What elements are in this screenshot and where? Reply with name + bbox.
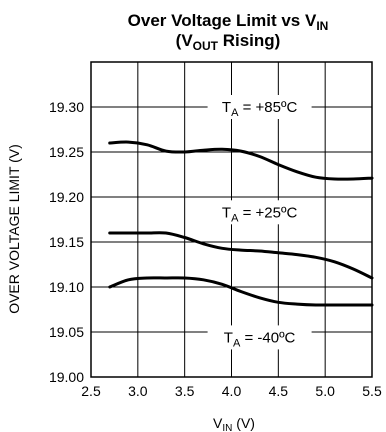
x-tick-label: 5.0 bbox=[315, 383, 335, 399]
chart-subtitle-rest: Rising) bbox=[218, 31, 280, 50]
y-tick-label: 19.20 bbox=[49, 189, 84, 205]
series-line-minus40c bbox=[108, 276, 374, 307]
x-tick-labels: 2.5 3.0 3.5 4.0 4.5 5.0 5.5 bbox=[81, 383, 382, 399]
x-tick-label: 3.5 bbox=[175, 383, 195, 399]
x-tick-label: 5.5 bbox=[362, 383, 382, 399]
chart-subtitle-open: (V bbox=[176, 31, 194, 50]
x-tick-label: 4.5 bbox=[269, 383, 289, 399]
series-label-background bbox=[207, 200, 312, 225]
y-tick-label: 19.15 bbox=[49, 234, 84, 250]
y-tick-label: 19.05 bbox=[49, 324, 84, 340]
x-axis-label-main: V bbox=[213, 415, 223, 431]
y-tick-label: 19.25 bbox=[49, 144, 84, 160]
plot-frame bbox=[90, 61, 373, 378]
series-line-85c bbox=[108, 140, 374, 181]
series-label-minus40c: TA = -40ºC bbox=[224, 329, 296, 349]
y-axis-label: OVER VOLTAGE LIMIT (V) bbox=[6, 144, 22, 314]
x-axis-label-unit: (V) bbox=[232, 415, 255, 431]
chart-title-subscript: IN bbox=[316, 19, 328, 33]
series-label-background bbox=[207, 95, 312, 119]
y-tick-label: 19.30 bbox=[49, 99, 84, 115]
series-labels: TA = +85ºC TA = +25ºC TA = -40ºC bbox=[207, 95, 312, 350]
series-label-background bbox=[207, 325, 312, 350]
chart-title-line1: Over Voltage Limit vs VIN bbox=[128, 11, 329, 33]
data-series bbox=[108, 140, 374, 307]
series-label-25c: TA = +25ºC bbox=[222, 204, 298, 224]
x-axis-label: VIN (V) bbox=[213, 415, 255, 432]
x-tick-label: 4.0 bbox=[222, 383, 242, 399]
chart-subtitle-subscript: OUT bbox=[193, 39, 219, 53]
y-tick-label: 19.00 bbox=[49, 369, 84, 385]
series-line-25c bbox=[108, 231, 374, 280]
y-tick-label: 19.10 bbox=[49, 279, 84, 295]
x-tick-label: 2.5 bbox=[81, 383, 101, 399]
x-axis-label-subscript: IN bbox=[222, 423, 232, 432]
x-tick-label: 3.0 bbox=[128, 383, 148, 399]
y-tick-labels: 19.00 19.05 19.10 19.15 19.20 19.25 19.30 bbox=[49, 99, 84, 385]
chart-title-main: Over Voltage Limit vs V bbox=[128, 11, 317, 30]
chart-title-line2: (VOUT Rising) bbox=[176, 31, 281, 53]
series-label-85c: TA = +85ºC bbox=[222, 99, 298, 119]
